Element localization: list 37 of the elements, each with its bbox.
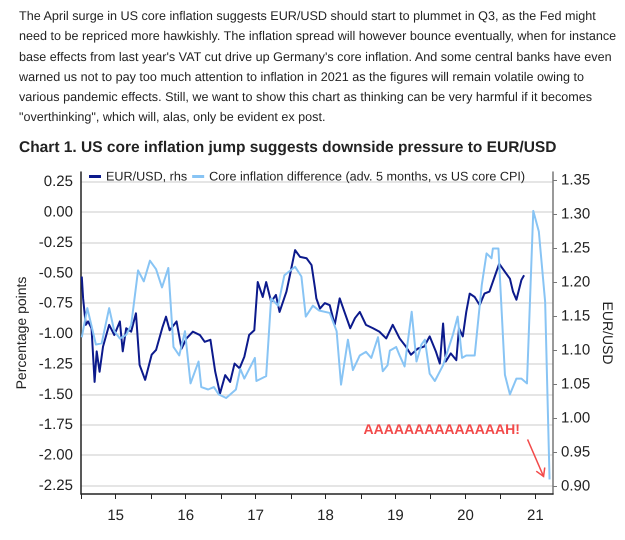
y-tick-label: 0.00 [44,204,73,221]
y-tick-label: 0.25 [44,173,73,190]
y-tick-label: -0.75 [38,294,73,312]
y-tick-label: -1.25 [38,355,73,372]
y-tick-label: -2.25 [38,476,73,494]
x-tick-label: 15 [107,507,124,524]
y-tick-label: -0.50 [38,264,73,282]
y2-tick-label: 0.90 [561,477,590,494]
y2-tick-label: 1.15 [561,308,590,325]
y2-tick-label: 0.95 [561,443,590,460]
y-tick-label: -1.50 [38,386,73,403]
legend-label: EUR/USD, rhs [106,170,188,184]
x-tick-label: 21 [527,507,544,524]
legend-label: Core inflation difference (adv. 5 months, vs US core CPI) [209,170,526,184]
y-tick-label: -2.00 [38,446,73,464]
text: The April surge in US core inflation suggests EUR/USD should start to plummet in Q3, as the Fed might need to be repriced more hawkishly. The inflation spread will however bounce eventually, when for instance base effects from last year's VAT cut drive up Germany's core inflation. And some central banks have even warned us not to pay too much attention to inflation in 2021 as the figures will remain volatile owing to various pandemic effects. Still, we want to show this chart as thinking can be very harmful if it becomes "overthinking", which will, alas, only be evident ex post. [19,8,618,126]
y2-tick-label: 1.35 [561,172,590,189]
x-tick-label: 18 [317,507,334,524]
y2-tick-label: 1.10 [561,341,590,358]
annotation: AAAAAAAAAAAAAAH! [364,421,520,438]
y2-tick-label: 1.30 [561,206,590,223]
y-tick-label: -1.75 [38,416,73,434]
x-tick-label: 17 [247,507,264,524]
y2-axis-title: EUR/USD [600,301,616,365]
y2-tick-label: 1.05 [561,375,590,392]
y2-tick-label: 1.00 [561,409,590,426]
line-series [80,210,551,480]
y-tick-label: -0.25 [38,234,73,251]
y-axis-title: Percentage points [12,276,29,390]
x-tick-label: 19 [387,507,404,524]
line-series [80,249,526,394]
chart-title: Chart 1. US core inflation jump suggests downside pressure to EUR/USD [19,139,556,157]
y2-tick-label: 1.25 [561,240,590,257]
y-tick-label: -1.00 [38,325,73,342]
x-tick-label: 20 [457,507,474,524]
x-tick-label: 16 [177,507,194,524]
y2-tick-label: 1.20 [561,274,590,291]
